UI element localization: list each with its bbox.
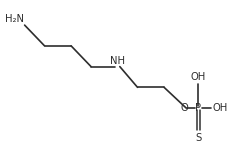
Text: O: O [179,103,187,113]
Text: OH: OH [211,103,227,113]
Text: OH: OH [190,72,205,82]
Text: NH: NH [110,56,125,66]
Text: P: P [195,103,201,113]
Text: H₂N: H₂N [4,14,23,24]
Text: S: S [195,133,201,143]
